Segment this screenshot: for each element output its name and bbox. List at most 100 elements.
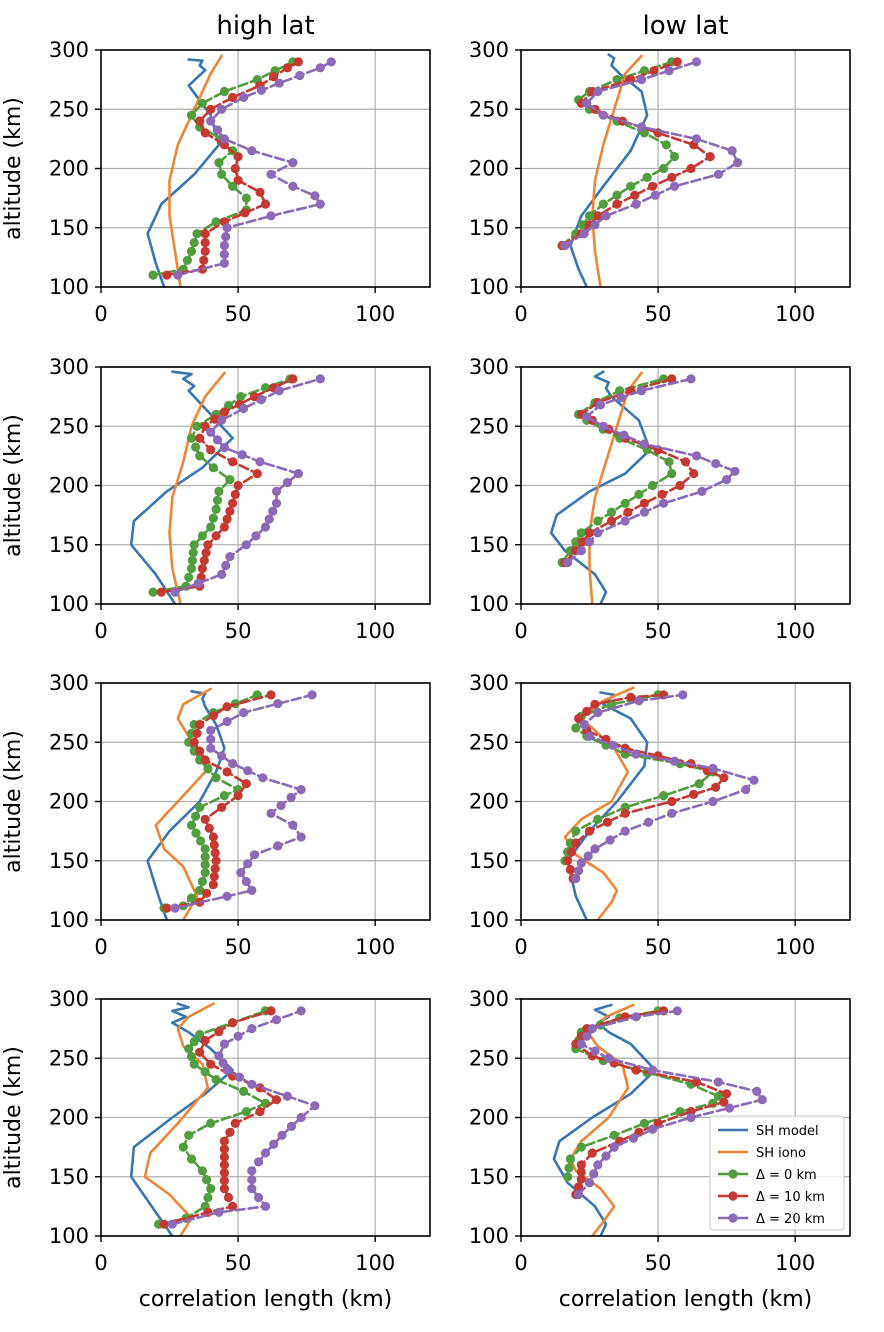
data-point-delta-20-km (711, 459, 721, 469)
data-point-delta-20-km (637, 386, 647, 396)
data-point-delta-0-km (206, 522, 216, 532)
y-tick-label: 100 (49, 275, 89, 299)
data-point-delta-20-km (667, 808, 677, 819)
data-point-delta-0-km (214, 486, 224, 496)
y-axis-label: altitude (km) (1, 730, 26, 873)
data-point-delta-10-km (230, 163, 240, 174)
data-point-delta-0-km (186, 246, 197, 256)
y-tick-label: 300 (469, 987, 509, 1011)
data-point-delta-10-km (200, 421, 210, 431)
data-point-delta-20-km (219, 1039, 229, 1049)
data-point-delta-10-km (230, 489, 240, 499)
data-point-delta-20-km (595, 400, 606, 410)
data-point-delta-20-km (296, 832, 306, 842)
data-point-delta-20-km (604, 1053, 614, 1063)
data-point-delta-10-km (667, 796, 677, 807)
data-point-delta-10-km (219, 1176, 229, 1186)
data-point-delta-20-km (587, 1024, 597, 1034)
panel-row2-high-lat-plot-area (129, 370, 325, 604)
data-point-delta-20-km (206, 116, 216, 126)
data-point-delta-20-km (659, 498, 669, 508)
data-point-delta-20-km (274, 386, 284, 396)
data-point-delta-0-km (593, 814, 603, 824)
data-point-delta-20-km (219, 249, 229, 259)
data-point-delta-10-km (293, 57, 303, 67)
data-point-delta-10-km (631, 1065, 641, 1075)
data-point-delta-20-km (206, 725, 216, 736)
data-point-delta-20-km (273, 699, 283, 709)
data-point-delta-0-km (184, 1044, 194, 1054)
data-point-delta-0-km (639, 1118, 650, 1128)
data-point-delta-10-km (210, 414, 220, 424)
data-point-delta-20-km (563, 557, 573, 568)
data-point-delta-10-km (219, 1160, 229, 1170)
series-line-sh-iono (168, 54, 223, 287)
data-point-delta-0-km (239, 1086, 249, 1096)
legend-marker-delta-20-km (728, 1213, 738, 1223)
data-point-delta-10-km (211, 856, 221, 866)
data-point-delta-20-km (598, 110, 608, 120)
data-point-delta-10-km (691, 1077, 702, 1087)
x-tick-label: 0 (94, 619, 107, 643)
x-tick-label: 100 (355, 935, 395, 959)
data-point-delta-10-km (228, 457, 238, 467)
data-point-delta-0-km (609, 1130, 619, 1140)
y-tick-label: 300 (469, 355, 509, 379)
data-point-delta-20-km (598, 421, 608, 431)
data-point-delta-20-km (315, 63, 325, 73)
data-point-delta-10-km (648, 181, 658, 191)
data-point-delta-20-km (620, 516, 630, 526)
data-point-delta-20-km (295, 70, 305, 81)
data-point-delta-20-km (288, 158, 298, 168)
data-point-delta-20-km (271, 498, 282, 508)
data-point-delta-10-km (222, 702, 232, 712)
data-point-delta-10-km (200, 1035, 210, 1046)
data-point-delta-0-km (664, 457, 674, 467)
data-point-delta-10-km (222, 514, 232, 524)
data-point-delta-20-km (307, 690, 317, 700)
data-point-delta-20-km (247, 1175, 257, 1185)
legend-label-sh-model: SH model (756, 1124, 819, 1139)
data-point-delta-0-km (578, 220, 588, 230)
data-point-delta-10-km (199, 555, 209, 566)
data-point-delta-0-km (208, 463, 218, 473)
data-point-delta-0-km (186, 820, 197, 830)
data-point-delta-10-km (219, 1168, 229, 1178)
series-line-sh-iono (590, 54, 643, 287)
data-point-delta-20-km (254, 1192, 264, 1203)
y-tick-label: 300 (49, 355, 89, 379)
data-point-delta-10-km (228, 92, 238, 102)
data-point-delta-20-km (708, 763, 718, 773)
data-point-delta-0-km (648, 480, 658, 491)
series-line-sh-iono (168, 371, 226, 604)
data-point-delta-0-km (189, 1037, 199, 1047)
series-line-delta-20-km (574, 693, 756, 880)
data-point-delta-20-km (288, 181, 298, 191)
y-tick-label: 200 (49, 1106, 89, 1130)
data-point-delta-0-km (196, 836, 206, 846)
panel-row4-high-lat: 0 50 100 100 150 200 250 300 altitude (km) correl… (1, 987, 431, 1312)
data-point-delta-10-km (219, 522, 229, 532)
data-point-delta-10-km (233, 791, 243, 801)
data-point-delta-10-km (576, 1167, 586, 1177)
y-tick-label: 200 (469, 790, 509, 814)
data-point-delta-20-km (686, 1112, 696, 1123)
data-point-delta-0-km (200, 1067, 210, 1077)
data-point-delta-0-km (241, 193, 251, 203)
data-point-delta-20-km (274, 78, 284, 88)
data-point-delta-20-km (326, 57, 336, 67)
data-point-delta-20-km (296, 785, 306, 795)
x-tick-label: 50 (645, 1251, 672, 1275)
data-point-delta-0-km (598, 199, 608, 209)
data-point-delta-20-km (590, 844, 600, 854)
panel-row1-low-lat-plot-area (557, 53, 743, 287)
data-point-delta-10-km (233, 480, 243, 491)
data-point-delta-20-km (247, 885, 257, 896)
data-point-delta-20-km (584, 1178, 595, 1188)
data-point-delta-20-km (583, 851, 593, 861)
data-point-delta-10-km (223, 1192, 234, 1203)
y-tick-label: 150 (469, 216, 509, 240)
data-point-delta-20-km (236, 868, 246, 878)
data-point-delta-0-km (203, 764, 213, 774)
y-axis-label: altitude (km) (1, 414, 26, 557)
